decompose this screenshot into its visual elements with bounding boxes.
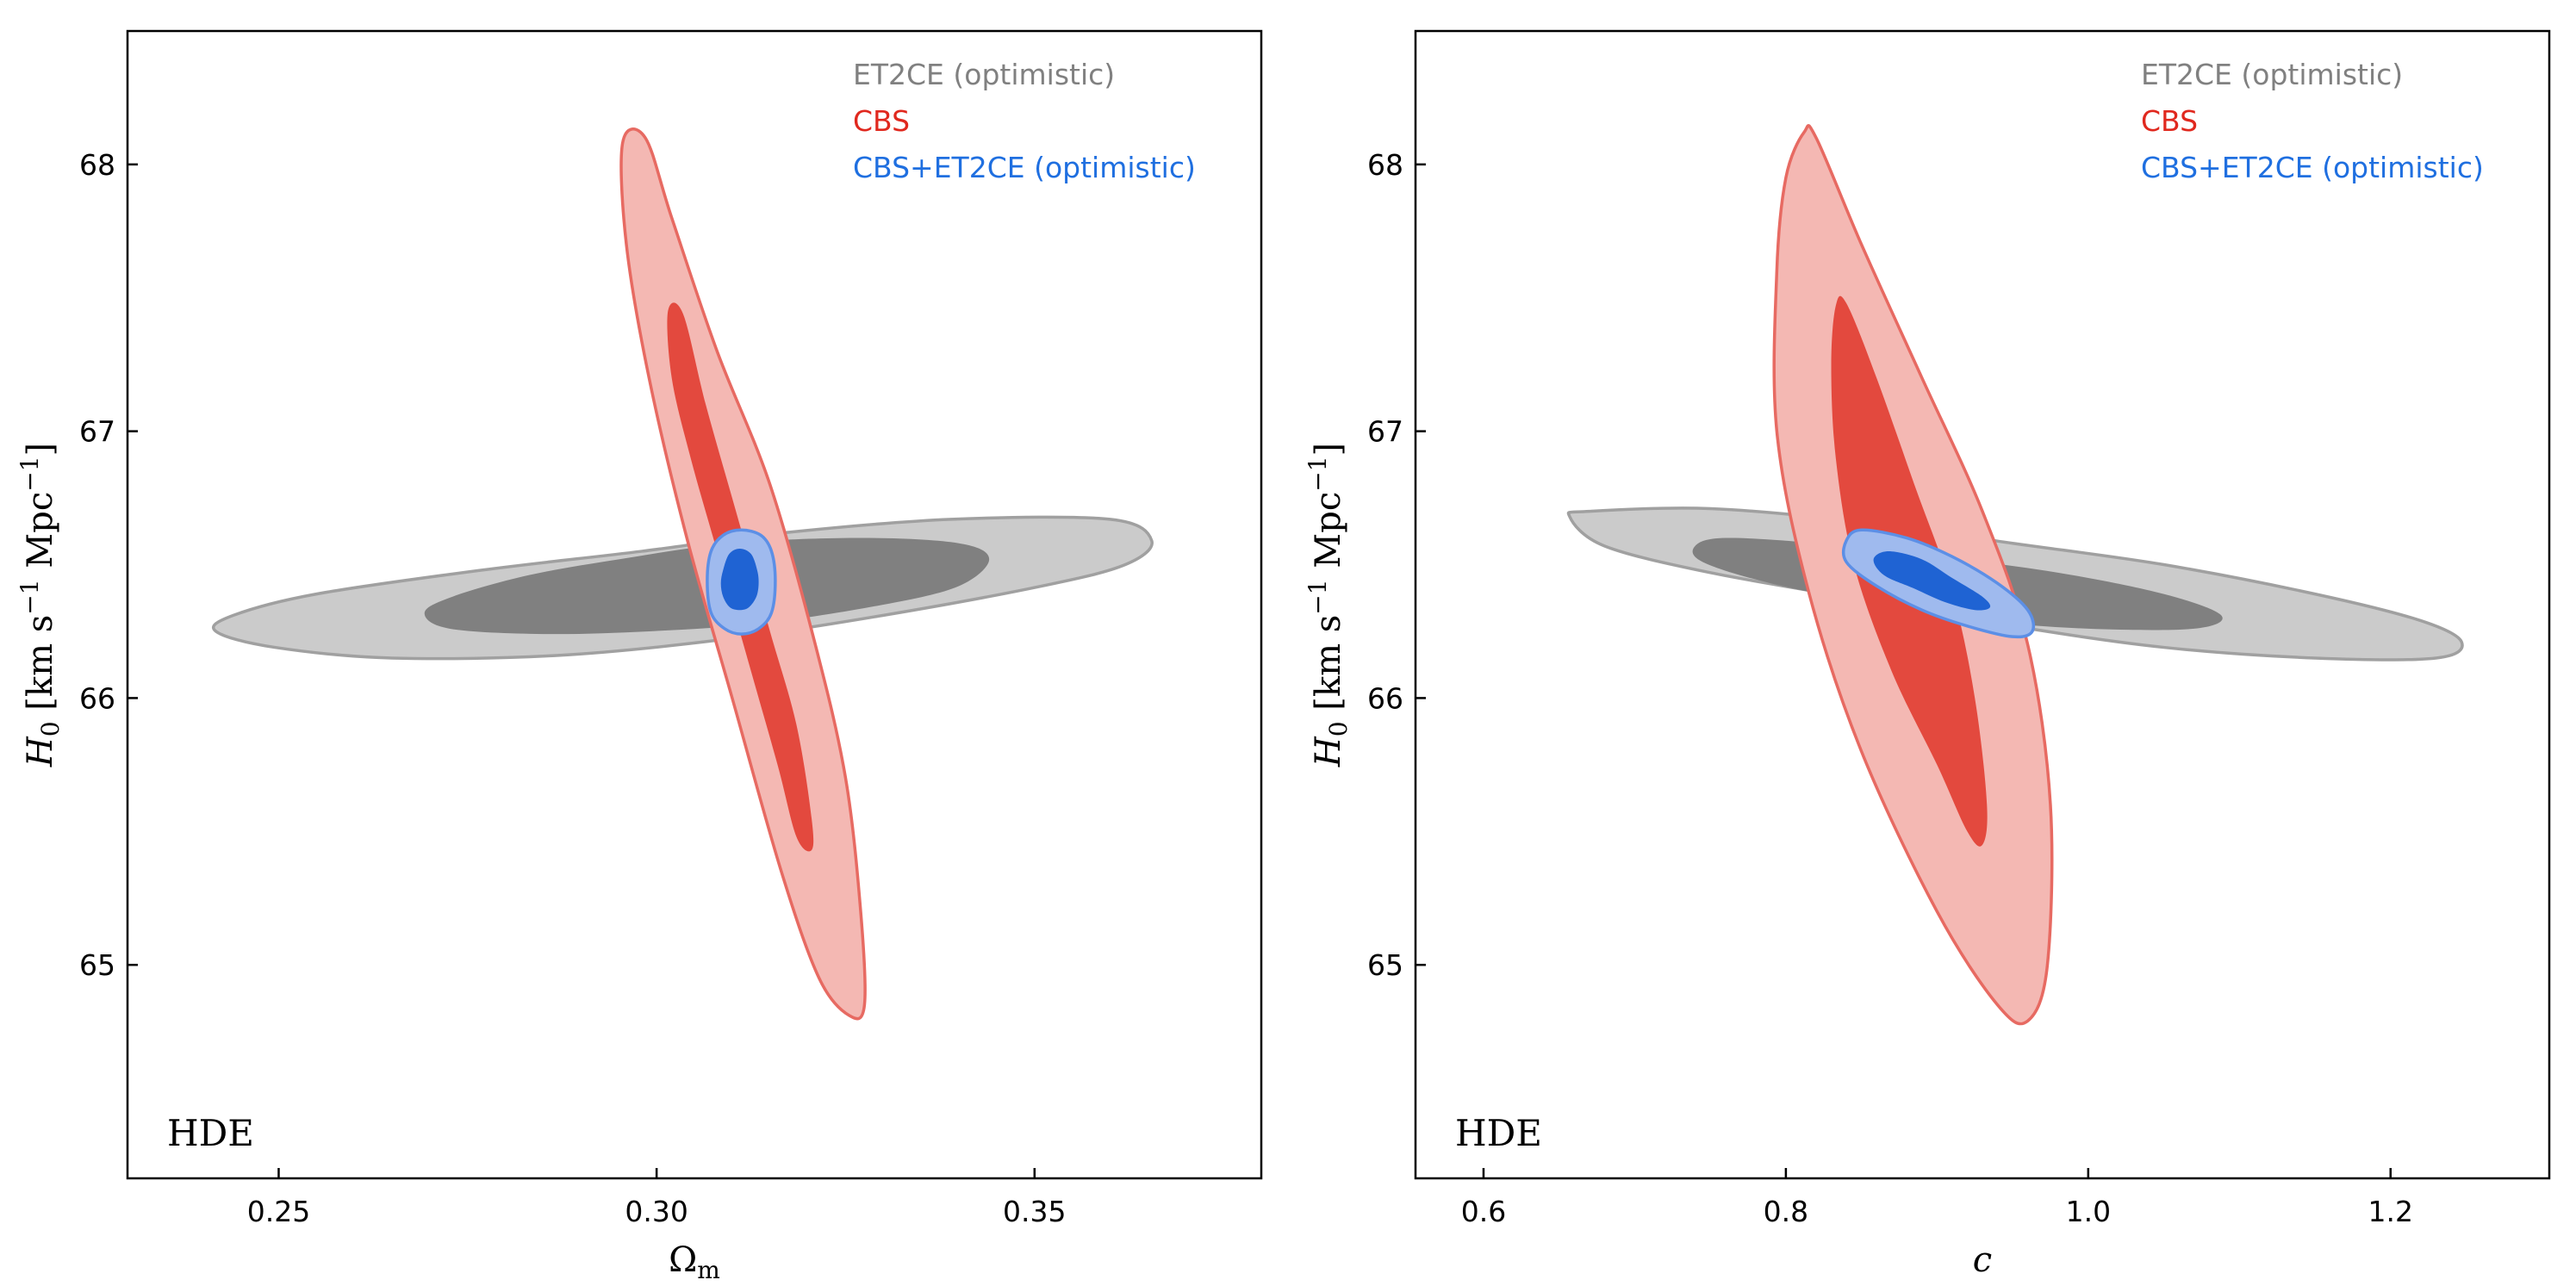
x-tick-label: 1.2 bbox=[2368, 1195, 2413, 1228]
model-annotation: HDE bbox=[1455, 1112, 1542, 1154]
x-tick-label: 0.6 bbox=[1461, 1195, 1506, 1228]
y-tick-label: 67 bbox=[79, 415, 115, 449]
legend: ET2CE (optimistic) CBS CBS+ET2CE (optimist… bbox=[2141, 58, 2484, 184]
legend: ET2CE (optimistic) CBS CBS+ET2CE (optimist… bbox=[853, 58, 1196, 184]
cbs-et2ce-contour-1sigma bbox=[720, 548, 759, 611]
x-tick-label: 1.0 bbox=[2066, 1195, 2111, 1228]
legend-entry-cbs-et2ce: CBS+ET2CE (optimistic) bbox=[853, 151, 1196, 184]
legend-entry-cbs: CBS bbox=[2141, 104, 2198, 138]
y-tick-label: 65 bbox=[1367, 948, 1403, 982]
legend-entry-et2ce: ET2CE (optimistic) bbox=[853, 58, 1115, 91]
legend-entry-et2ce: ET2CE (optimistic) bbox=[2141, 58, 2403, 91]
y-tick-label: 66 bbox=[79, 681, 115, 715]
y-tick-label: 68 bbox=[1367, 148, 1403, 182]
series-cbs-et2ce bbox=[1841, 528, 2036, 639]
x-tick-label: 0.30 bbox=[625, 1195, 688, 1228]
y-tick-label: 66 bbox=[1367, 681, 1403, 715]
x-tick-label: 0.35 bbox=[1003, 1195, 1066, 1228]
y-tick-label: 67 bbox=[1367, 415, 1403, 449]
contours bbox=[1566, 124, 2464, 1026]
cbs-et2ce-contour-1sigma bbox=[1873, 551, 1991, 611]
panel-left: 0.25 0.30 0.35 65 66 67 68 Ωm H0 [km s−1 Mpc−1] E… bbox=[16, 29, 1263, 1284]
x-tick-label: 0.25 bbox=[247, 1195, 310, 1228]
legend-entry-cbs-et2ce: CBS+ET2CE (optimistic) bbox=[2141, 151, 2484, 184]
plot-frame bbox=[126, 29, 1263, 1180]
y-tick-label: 68 bbox=[79, 148, 115, 182]
legend-entry-cbs: CBS bbox=[853, 104, 910, 138]
panel-right: 0.6 0.8 1.0 1.2 65 66 67 68 c H0 [km s−1 Mpc−1] ET… bbox=[1304, 29, 2551, 1280]
model-annotation: HDE bbox=[167, 1112, 254, 1154]
y-axis-label: H0 [km s−1 Mpc−1] bbox=[16, 443, 65, 767]
x-axis-label: Ωm bbox=[669, 1240, 720, 1284]
plot-frame bbox=[1414, 29, 2551, 1180]
x-tick-label: 0.8 bbox=[1764, 1195, 1808, 1228]
x-axis-label: c bbox=[1973, 1240, 1992, 1280]
y-tick-label: 65 bbox=[79, 948, 115, 982]
y-axis-label: H0 [km s−1 Mpc−1] bbox=[1304, 443, 1353, 767]
contours bbox=[212, 127, 1154, 1021]
series-cbs-et2ce bbox=[706, 528, 777, 636]
